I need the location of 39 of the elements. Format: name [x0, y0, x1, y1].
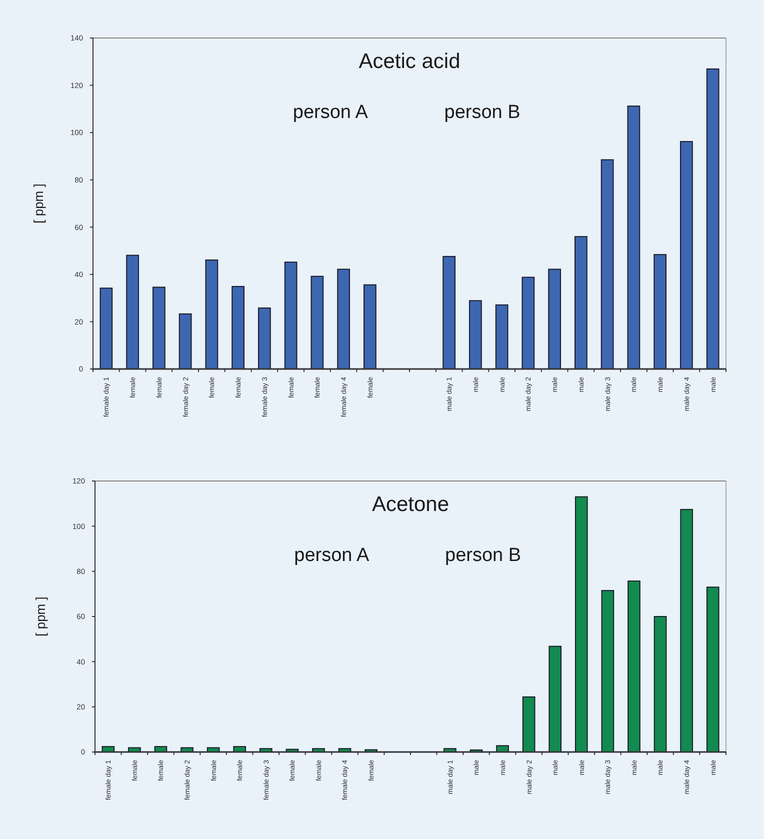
bar — [152, 286, 166, 370]
bar — [601, 590, 614, 752]
bar — [680, 141, 693, 370]
bar — [522, 696, 536, 752]
annotation: person A — [294, 545, 370, 566]
bar — [126, 254, 139, 370]
annotation: person A — [292, 102, 368, 123]
bar — [205, 260, 218, 370]
bar — [548, 268, 561, 370]
bar — [496, 745, 509, 752]
bar — [706, 68, 720, 370]
bar — [706, 586, 720, 752]
bar — [627, 106, 640, 370]
bar — [574, 236, 588, 370]
bar — [574, 496, 588, 752]
bar — [628, 580, 640, 752]
bar — [548, 646, 562, 752]
bar — [680, 508, 693, 752]
bar — [310, 276, 324, 370]
bar — [600, 159, 614, 370]
bar — [654, 254, 666, 370]
bar — [337, 268, 350, 370]
annotation: person B — [444, 102, 520, 123]
annotation: person B — [445, 545, 522, 566]
bar — [100, 288, 113, 370]
bar — [284, 262, 298, 370]
bar — [522, 276, 535, 370]
bar — [178, 313, 192, 370]
bar — [495, 304, 508, 370]
y-axis-title: [ ppm ] — [31, 184, 46, 224]
y-axis-title: [ ppm ] — [33, 596, 48, 636]
bar — [364, 284, 376, 370]
bar — [469, 300, 482, 370]
bar — [232, 286, 244, 370]
bar — [654, 616, 667, 752]
bar — [442, 256, 456, 370]
text: Acetic acid — [358, 50, 460, 73]
bar — [258, 308, 271, 370]
text: Acetone — [372, 493, 450, 516]
